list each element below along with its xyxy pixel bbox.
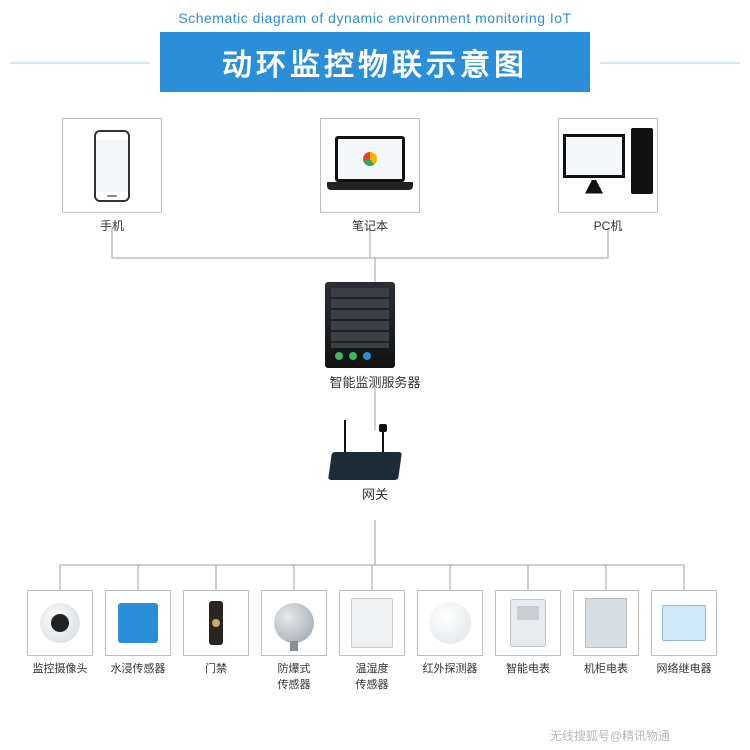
node-door: 门禁 [183,590,249,676]
server-icon [325,282,395,368]
node-smart-meter: 智能电表 [495,590,561,676]
cabinet-icon [585,598,627,648]
node-ir: 红外探测器 [417,590,483,676]
label-door: 门禁 [183,660,249,676]
node-cabinet: 机柜电表 [573,590,639,676]
ir-detector-icon [429,602,471,644]
label-pc: PC机 [558,217,658,234]
node-server: 智能监测服务器 [325,282,425,391]
node-explosion: 防爆式 传感器 [261,590,327,692]
label-phone: 手机 [62,217,162,234]
explosion-sensor-icon [274,603,314,643]
water-sensor-icon [118,603,158,643]
label-water: 水浸传感器 [105,660,171,676]
node-water: 水浸传感器 [105,590,171,676]
subtitle: Schematic diagram of dynamic environment… [0,0,750,26]
label-smart-meter: 智能电表 [495,660,561,676]
node-gateway: 网关 [320,420,430,503]
label-explosion: 防爆式 传感器 [261,660,327,692]
label-laptop: 笔记本 [320,217,420,234]
label-ir: 红外探测器 [417,660,483,676]
label-camera: 监控摄像头 [27,660,93,676]
gateway-icon [320,420,410,480]
node-phone: 手机 [62,118,162,234]
node-laptop: 笔记本 [320,118,420,234]
pc-icon [563,128,653,204]
laptop-icon [327,136,413,196]
net-relay-icon [662,605,706,641]
label-cabinet: 机柜电表 [573,660,639,676]
main-title: 动环监控物联示意图 [160,32,590,92]
phone-icon [94,130,130,202]
smart-meter-icon [510,599,546,647]
node-camera: 监控摄像头 [27,590,93,676]
watermark: 无线搜狐号@精讯物通 [550,727,670,744]
label-net-relay: 网络继电器 [651,660,717,676]
label-gateway: 网关 [320,484,430,503]
label-temp-humid: 温湿度 传感器 [339,660,405,692]
door-lock-icon [209,601,223,645]
camera-icon [40,603,80,643]
label-server: 智能监测服务器 [325,372,425,391]
node-net-relay: 网络继电器 [651,590,717,676]
node-temp-humid: 温湿度 传感器 [339,590,405,692]
node-pc: PC机 [558,118,658,234]
temp-humid-sensor-icon [351,598,393,648]
